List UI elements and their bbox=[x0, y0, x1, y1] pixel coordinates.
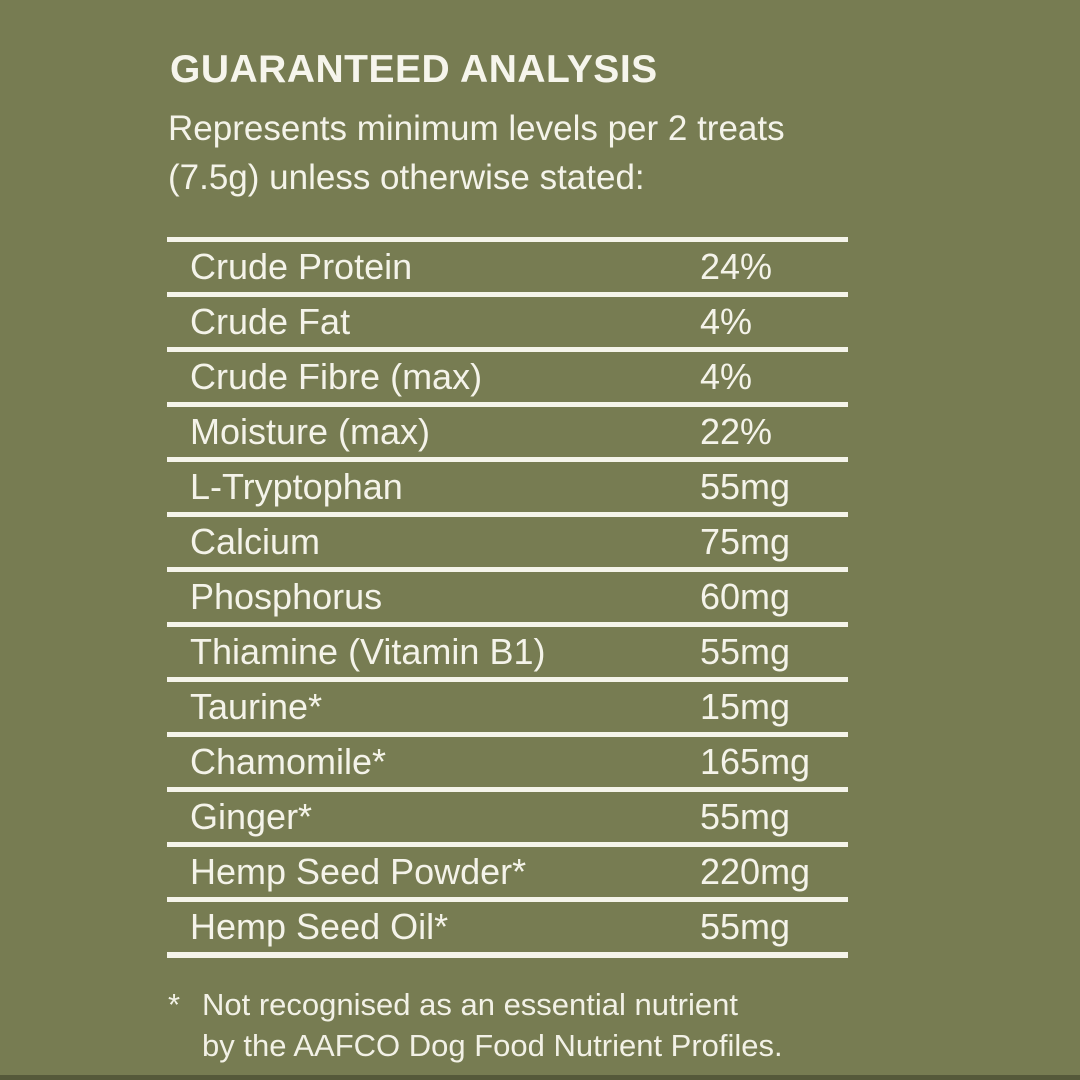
nutrient-label: Chamomile* bbox=[190, 741, 387, 782]
footnote: * Not recognised as an essential nutrien… bbox=[168, 984, 783, 1066]
asterisk-marker: * bbox=[168, 987, 181, 1022]
table-row: Calcium 75mg bbox=[167, 512, 848, 567]
table-row: Crude Protein 24% bbox=[167, 237, 848, 292]
nutrient-label: Ginger* bbox=[190, 796, 313, 837]
nutrient-label: Thiamine (Vitamin B1) bbox=[190, 631, 546, 672]
subtitle-line-2: (7.5g) unless otherwise stated: bbox=[168, 158, 645, 197]
nutrient-label: Taurine* bbox=[190, 686, 323, 727]
nutrient-label: Crude Fibre (max) bbox=[190, 356, 483, 397]
nutrient-value: 24% bbox=[700, 246, 773, 287]
table-row: Ginger* 55mg bbox=[167, 787, 848, 842]
table-row: L-Tryptophan 55mg bbox=[167, 457, 848, 512]
nutrient-value: 55mg bbox=[700, 631, 791, 672]
nutrient-label: Phosphorus bbox=[190, 576, 383, 617]
table-row: Hemp Seed Oil* 55mg bbox=[167, 897, 848, 952]
footnote-text: Not recognised as an essential nutrient … bbox=[202, 984, 783, 1066]
nutrient-label: Calcium bbox=[190, 521, 321, 562]
nutrient-value: 55mg bbox=[700, 906, 791, 947]
nutrient-value: 75mg bbox=[700, 521, 791, 562]
nutrient-value: 22% bbox=[700, 411, 773, 452]
subtitle-line-1: Represents minimum levels per 2 treats bbox=[168, 109, 785, 148]
nutrient-value: 15mg bbox=[700, 686, 791, 727]
table-row: Crude Fat 4% bbox=[167, 292, 848, 347]
table-row: Thiamine (Vitamin B1) 55mg bbox=[167, 622, 848, 677]
table-row: Chamomile* 165mg bbox=[167, 732, 848, 787]
nutrient-value: 220mg bbox=[700, 851, 811, 892]
nutrient-value: 55mg bbox=[700, 796, 791, 837]
guaranteed-analysis-table: Crude Protein 24% Crude Fat 4% Crude Fib… bbox=[167, 237, 848, 958]
subtitle: Represents minimum levels per 2 treats (… bbox=[168, 104, 785, 202]
table-row: Hemp Seed Powder* 220mg bbox=[167, 842, 848, 897]
nutrient-label: Crude Protein bbox=[190, 246, 413, 287]
table-row: Taurine* 15mg bbox=[167, 677, 848, 732]
nutrient-label: Crude Fat bbox=[190, 301, 351, 342]
nutrient-value: 4% bbox=[700, 301, 753, 342]
nutrient-label: L-Tryptophan bbox=[190, 466, 403, 507]
table-row: Moisture (max) 22% bbox=[167, 402, 848, 457]
nutrient-label: Moisture (max) bbox=[190, 411, 431, 452]
nutrient-value: 55mg bbox=[700, 466, 791, 507]
footnote-line-2: by the AAFCO Dog Food Nutrient Profiles. bbox=[202, 1028, 783, 1063]
nutrient-value: 4% bbox=[700, 356, 753, 397]
bottom-edge-shadow bbox=[0, 1075, 1080, 1080]
nutrient-value: 60mg bbox=[700, 576, 791, 617]
nutrient-label: Hemp Seed Oil* bbox=[190, 906, 449, 947]
nutrient-value: 165mg bbox=[700, 741, 811, 782]
table-row: Crude Fibre (max) 4% bbox=[167, 347, 848, 402]
footnote-line-1: Not recognised as an essential nutrient bbox=[202, 987, 738, 1022]
table-row: Phosphorus 60mg bbox=[167, 567, 848, 622]
page-title: GUARANTEED ANALYSIS bbox=[170, 48, 658, 91]
nutrient-label: Hemp Seed Powder* bbox=[190, 851, 527, 892]
